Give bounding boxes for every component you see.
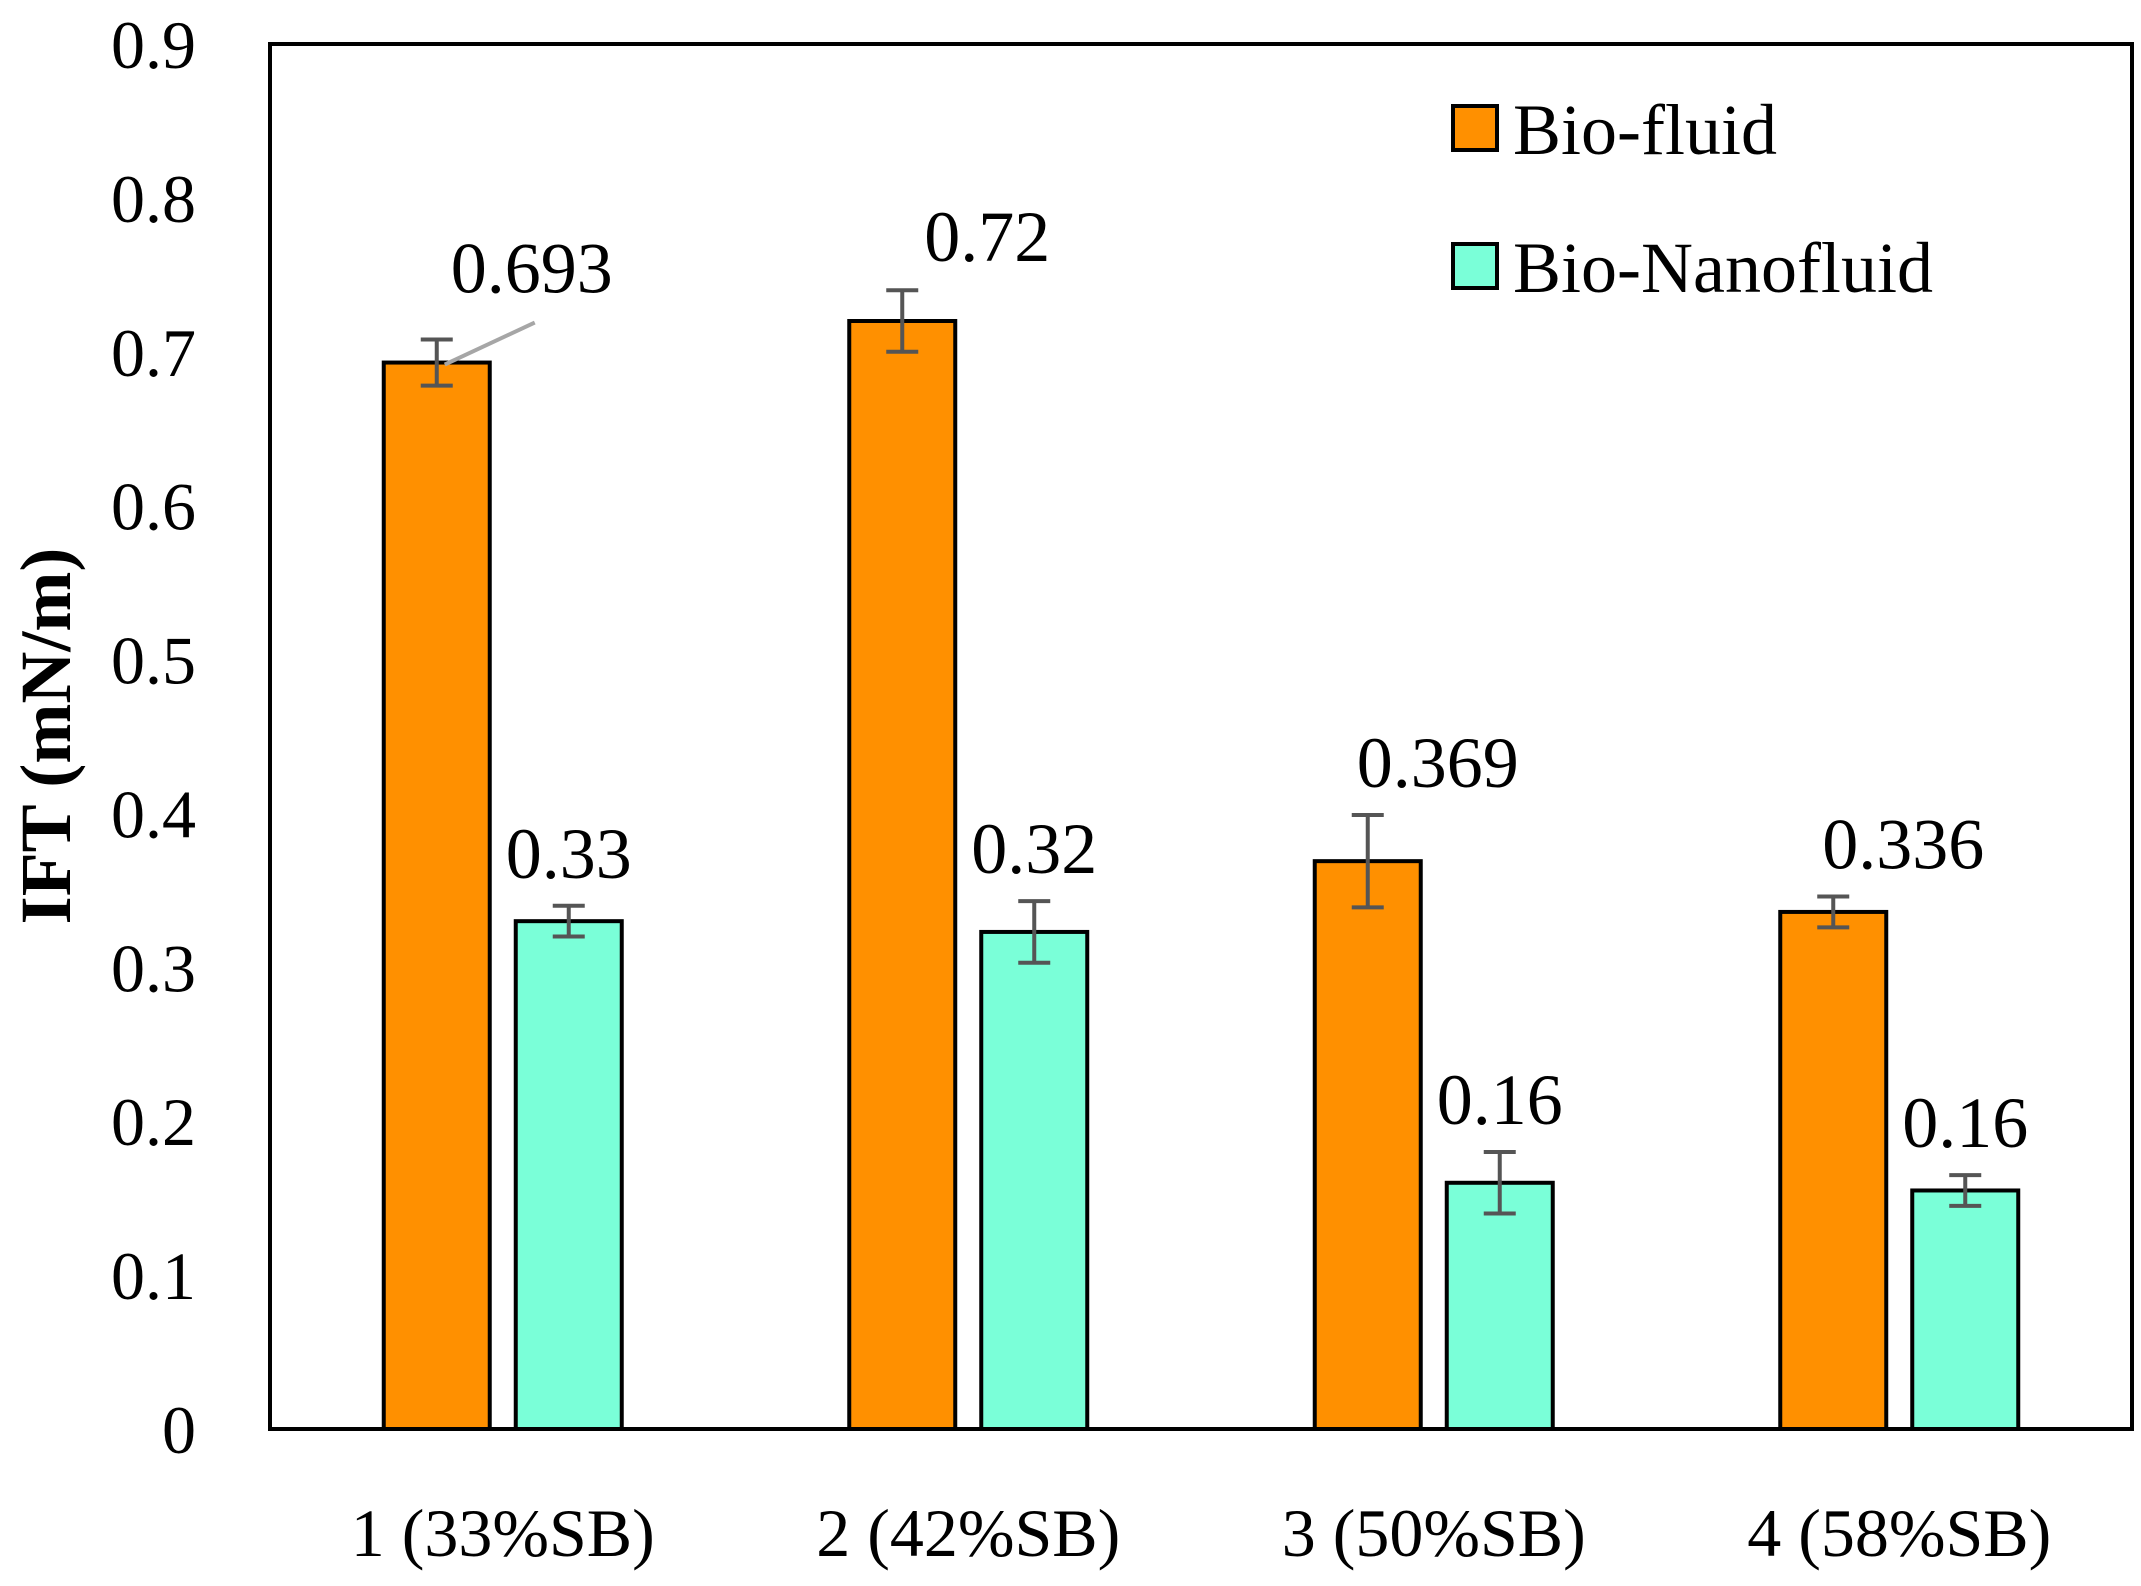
bar-bio-fluid bbox=[847, 319, 958, 1431]
y-tick-label: 0.4 bbox=[111, 776, 196, 852]
bar-bio-nanofluid bbox=[979, 929, 1090, 1431]
bar-bio-nanofluid bbox=[1444, 1180, 1555, 1432]
data-label: 0.16 bbox=[1437, 1060, 1563, 1140]
bar-bio-nanofluid bbox=[513, 919, 624, 1432]
y-tick-label: 0.2 bbox=[111, 1084, 196, 1160]
y-tick-label: 0.7 bbox=[111, 315, 196, 391]
bar-bio-fluid bbox=[1312, 859, 1423, 1431]
bars-layer bbox=[381, 288, 2021, 1432]
data-label: 0.369 bbox=[1357, 723, 1519, 803]
x-tick-label: 2 (42%SB) bbox=[816, 1495, 1120, 1571]
data-label: 0.33 bbox=[506, 814, 632, 894]
y-tick-label: 0 bbox=[162, 1392, 196, 1468]
y-tick-label: 0.5 bbox=[111, 623, 196, 699]
y-tick-label: 0.3 bbox=[111, 930, 196, 1006]
bar-bio-nanofluid bbox=[1910, 1188, 2021, 1431]
x-tick-label: 4 (58%SB) bbox=[1747, 1495, 2051, 1571]
bar-bio-fluid bbox=[381, 360, 492, 1431]
y-axis-title: IFT (mN/m) bbox=[6, 548, 86, 925]
data-label: 0.32 bbox=[971, 809, 1097, 889]
y-tick-label: 0.1 bbox=[111, 1238, 196, 1314]
y-tick-label: 0.9 bbox=[111, 7, 196, 83]
ticks-layer: 0 0.1 0.2 0.3 0.4 0.5 0.6 0.7 0.8 0.9 1 (33%SB) 2 (… bbox=[111, 7, 2051, 1571]
x-tick-label: 3 (50%SB) bbox=[1282, 1495, 1586, 1571]
legend-swatch-bio-nanofluid bbox=[1451, 242, 1499, 290]
data-label: 0.72 bbox=[924, 197, 1050, 277]
data-label: 0.16 bbox=[1902, 1083, 2028, 1163]
data-label-leader-line bbox=[443, 320, 536, 367]
legend-label: Bio-Nanofluid bbox=[1513, 228, 1933, 308]
data-label: 0.693 bbox=[451, 229, 613, 309]
legend-swatch-bio-fluid bbox=[1451, 104, 1499, 152]
y-tick-label: 0.6 bbox=[111, 469, 196, 545]
legend: Bio-fluid Bio-Nanofluid bbox=[1451, 90, 1933, 308]
legend-label: Bio-fluid bbox=[1513, 90, 1777, 170]
x-tick-label: 1 (33%SB) bbox=[351, 1495, 655, 1571]
bar-bio-fluid bbox=[1778, 909, 1889, 1431]
data-label: 0.336 bbox=[1822, 805, 1984, 885]
labels-layer: 0.693 0.33 0.72 0.32 0.369 0.16 0.336 0.16 bbox=[443, 197, 2028, 1163]
y-tick-label: 0.8 bbox=[111, 161, 196, 237]
